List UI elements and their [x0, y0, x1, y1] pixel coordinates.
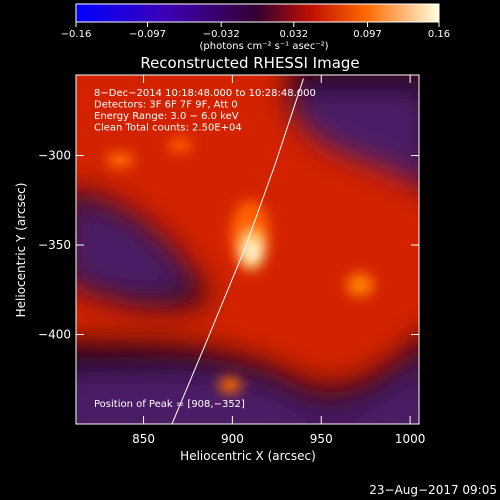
- colorbar-tick-label: −0.16: [61, 29, 92, 40]
- y-tick-label: −350: [38, 238, 71, 252]
- x-axis-label: Heliocentric X (arcsec): [180, 449, 316, 463]
- x-axis-ticks: 850 900 950 1000: [132, 75, 425, 446]
- chart-title: Reconstructed RHESSI Image: [140, 54, 359, 72]
- colorbar-tick-label: −0.097: [129, 29, 166, 40]
- annotation-line: Energy Range: 3.0 − 6.0 keV: [94, 111, 239, 122]
- annotation-line: 8−Dec−2014 10:18:48.000 to 10:28:48.000: [94, 88, 316, 99]
- x-tick-label: 950: [310, 432, 333, 446]
- y-tick-label: −300: [38, 149, 71, 163]
- colorbar-tick-label: 0.097: [353, 29, 382, 40]
- solar-limb-line: [171, 78, 304, 424]
- colorbar-tick-label: 0.16: [428, 29, 450, 40]
- colorbar-units-label: (photons cm⁻² s⁻¹ asec⁻²): [199, 41, 328, 52]
- x-tick-label: 900: [221, 432, 244, 446]
- colorbar-tick-label: 0.032: [279, 29, 308, 40]
- y-axis-label: Heliocentric Y (arcsec): [14, 183, 28, 318]
- colorbar-ticks: −0.16 −0.097 −0.032 0.032 0.097 0.16: [61, 22, 450, 40]
- annotations: 8−Dec−2014 10:18:48.000 to 10:28:48.000D…: [94, 88, 316, 134]
- annotation-line: Detectors: 3F 6F 7F 9F, Att 0: [94, 100, 238, 111]
- colorbar: [75, 3, 440, 23]
- plot-frame: [75, 74, 420, 425]
- y-axis-ticks: −300 −350 −400: [38, 149, 419, 342]
- peak-position-label: Position of Peak = [908,−352]: [94, 399, 245, 410]
- annotation-line: Clean Total counts: 2.50E+04: [94, 123, 242, 134]
- colorbar-tick-label: −0.032: [203, 29, 240, 40]
- x-tick-label: 850: [132, 432, 155, 446]
- footer-timestamp: 23−Aug−2017 09:05: [369, 483, 497, 497]
- y-tick-label: −400: [38, 328, 71, 342]
- x-tick-label: 1000: [395, 432, 426, 446]
- heatmap-image: [76, 75, 419, 424]
